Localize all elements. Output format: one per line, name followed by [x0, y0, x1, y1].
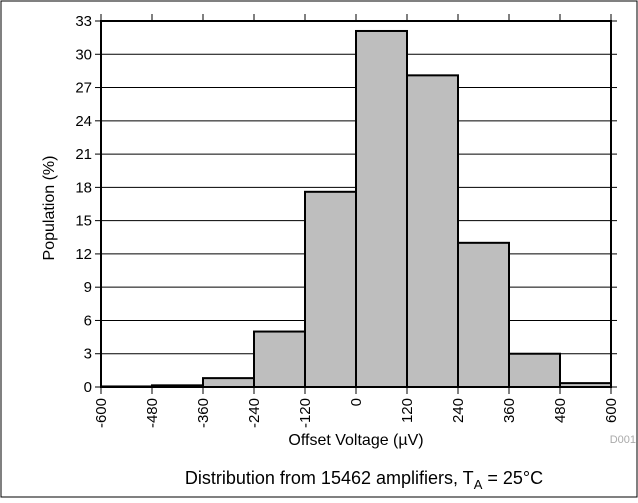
x-axis-label: Offset Voltage (µV)	[288, 432, 423, 449]
bars	[100, 29, 612, 389]
histogram-bar	[355, 29, 408, 389]
x-tick-label: 360	[501, 398, 518, 423]
x-tick-label: -480	[144, 398, 161, 428]
ticks	[95, 14, 617, 394]
x-tick-label: 120	[399, 398, 416, 423]
x-tick-label: -120	[297, 398, 314, 428]
histogram-bar	[253, 330, 306, 388]
y-tick-label: 12	[75, 246, 92, 263]
x-tick-labels: -600 -480 -360 -240 -120 0 120 240 360 480 600	[93, 398, 620, 428]
caption-subscript: A	[474, 477, 483, 492]
x-tick-label: -360	[195, 398, 212, 428]
y-axis-label: Population (%)	[41, 156, 58, 261]
histogram-bar	[508, 352, 561, 388]
y-tick-label: 30	[75, 46, 92, 63]
y-tick-label: 18	[75, 179, 92, 196]
y-tick-label: 24	[75, 113, 92, 130]
y-tick-label: 9	[84, 279, 92, 296]
x-tick-label: -600	[93, 398, 110, 428]
y-tick-label: 3	[84, 346, 92, 363]
caption-suffix: = 25°C	[482, 468, 543, 488]
y-tick-label: 33	[75, 13, 92, 30]
y-tick-label: 21	[75, 146, 92, 163]
histogram-bar	[202, 377, 255, 388]
x-tick-label: 240	[450, 398, 467, 423]
y-tick-label: 0	[84, 379, 92, 396]
caption: Distribution from 15462 amplifiers, TA =…	[185, 468, 543, 492]
x-tick-label: 0	[348, 398, 365, 406]
y-tick-label: 15	[75, 213, 92, 230]
y-tick-labels: 0 3 6 9 12 15 18 21 24 27 30 33	[75, 13, 92, 396]
caption-prefix: Distribution from 15462 amplifiers, T	[185, 468, 474, 488]
y-tick-label: 27	[75, 80, 92, 97]
histogram-bar	[304, 190, 357, 388]
histogram-bar	[457, 241, 510, 388]
histogram-bar	[406, 74, 459, 388]
figure-id: D001	[610, 434, 636, 446]
x-tick-label: 600	[603, 398, 620, 423]
y-tick-label: 6	[84, 312, 92, 329]
x-tick-label: 480	[552, 398, 569, 423]
x-tick-label: -240	[246, 398, 263, 428]
